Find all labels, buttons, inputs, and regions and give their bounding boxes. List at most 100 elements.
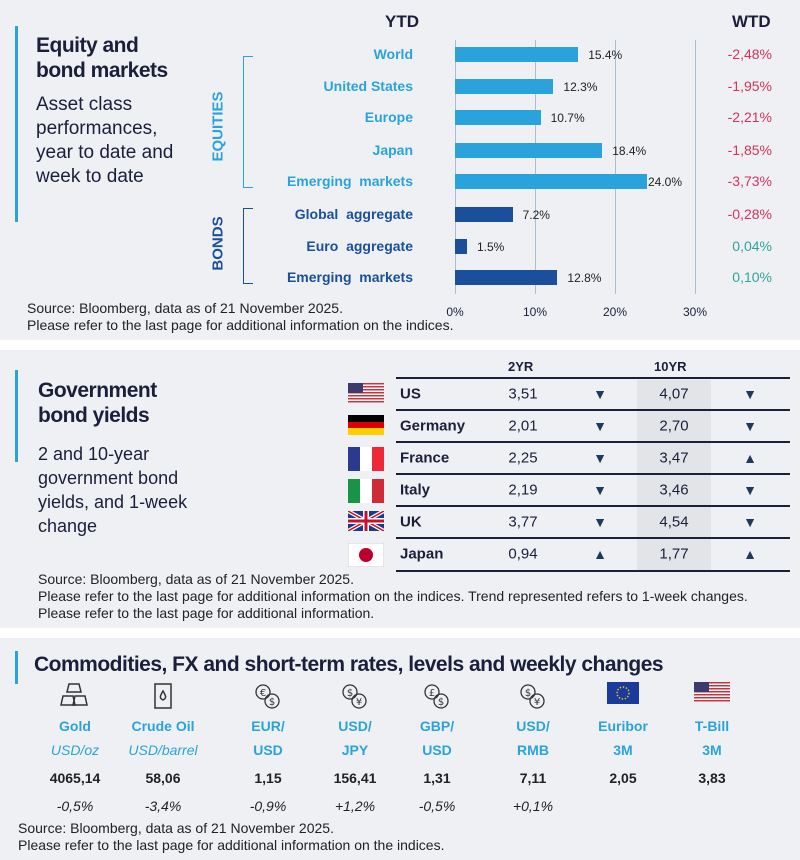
wtd-value: -2,21% [727, 109, 772, 125]
bar [455, 143, 603, 158]
trend-up-icon: ▲ [743, 546, 757, 562]
yield-2yr: 0,94 [508, 545, 538, 563]
table-row: UK 3,77 ▼ 4,54 ▼ [396, 505, 790, 537]
data-label: 12.3% [563, 80, 598, 94]
svg-text:¥: ¥ [534, 697, 540, 708]
wtd-value: -1,95% [727, 78, 772, 94]
commodities-panel: Commodities, FX and short-term rates, le… [0, 638, 800, 860]
source-text: Source: Bloomberg, data as of 21 Novembe… [27, 300, 454, 333]
bar [455, 110, 541, 125]
table-row: Japan 0,94 ▲ 1,77 ▲ [396, 537, 790, 569]
yield-10yr: 1,77 [659, 545, 689, 563]
item-value: 7,11 [519, 770, 547, 786]
item-value: 1,31 [423, 770, 451, 786]
data-label: 7.2% [522, 208, 550, 222]
bar [455, 174, 647, 189]
currency-exchange-icon: $ ¥ [488, 682, 578, 714]
japan-flag-icon [347, 542, 385, 572]
svg-text:¥: ¥ [356, 697, 362, 708]
source-text: Source: Bloomberg, data as of 21 Novembe… [18, 820, 445, 853]
data-label: 1.5% [477, 240, 505, 254]
table-bottom-rule [396, 570, 790, 572]
wtd-value: -2,48% [727, 46, 772, 62]
commodity-item: € $ EUR/ USD 1,15 -0,9% [223, 682, 313, 814]
gridline [455, 40, 456, 294]
yield-2yr: 2,19 [508, 481, 538, 499]
category-label: Japan [372, 142, 413, 158]
data-label: 12.8% [567, 271, 602, 285]
item-unit: USD/barrel [128, 742, 198, 758]
trend-down-icon: ▼ [593, 482, 607, 498]
panel-subtitle: Asset class performances, year to date a… [36, 94, 174, 187]
commodity-item: $ ¥ USD/ RMB 7,11 +0,1% [488, 682, 578, 814]
table-row: France 2,25 ▼ 3,47 ▲ [396, 441, 790, 473]
svg-text:$: $ [525, 688, 531, 699]
country-name: Italy [400, 481, 431, 499]
us-flag-icon [667, 682, 757, 714]
yield-10yr: 3,47 [659, 449, 689, 467]
equity-bond-panel: Equity and bond markets Asset class perf… [0, 0, 800, 340]
item-change: -0,5% [56, 798, 94, 814]
data-label: 15.4% [588, 48, 623, 62]
trend-down-icon: ▼ [593, 418, 607, 434]
table-row: Italy 2,19 ▼ 3,46 ▼ [396, 473, 790, 505]
item-value: 4065,14 [49, 770, 101, 786]
item-unit: USD [422, 742, 452, 758]
item-change: -0,9% [249, 798, 287, 814]
item-unit: JPY [341, 742, 369, 758]
germany-flag-icon [348, 415, 384, 440]
panel-title: Equity and bond markets [36, 34, 168, 82]
panel-subtitle: 2 and 10-year government bond yields, an… [38, 444, 188, 536]
data-label: 10.7% [550, 111, 585, 125]
commodity-item: Euribor 3M 2,05 [578, 682, 668, 798]
wtd-value: -0,28% [727, 206, 772, 222]
country-name: Japan [400, 545, 444, 563]
item-unit: 3M [613, 742, 633, 758]
item-value: 1,15 [254, 770, 282, 786]
bar [455, 47, 579, 62]
commodity-item: £ $ GBP/ USD 1,31 -0,5% [392, 682, 482, 814]
data-label: 18.4% [612, 144, 647, 158]
svg-text:€: € [260, 688, 266, 699]
shaded-10yr-column [637, 380, 711, 572]
wtd-header: WTD [732, 12, 771, 31]
oil-barrel-icon [118, 682, 208, 714]
category-label: United States [323, 78, 413, 94]
category-label: Euro aggregate [306, 238, 413, 254]
wtd-value: 0,10% [732, 269, 772, 285]
country-name: France [400, 449, 450, 467]
svg-text:$: $ [347, 688, 353, 699]
yield-10yr: 4,07 [659, 385, 689, 403]
government-bond-panel: Government bond yields 2 and 10-year gov… [0, 350, 800, 628]
svg-text:$: $ [438, 697, 444, 708]
trend-down-icon: ▼ [743, 386, 757, 402]
category-label: Emerging markets [286, 173, 413, 189]
trend-down-icon: ▼ [593, 514, 607, 530]
gridline [695, 40, 696, 294]
gold-bars-icon [30, 682, 120, 714]
bar [455, 270, 558, 285]
trend-up-icon: ▲ [593, 546, 607, 562]
item-name: T-Bill [694, 718, 730, 734]
accent-bar [15, 26, 18, 222]
item-change: -0,5% [418, 798, 456, 814]
eu-flag-icon [578, 682, 668, 714]
country-name: US [400, 385, 421, 403]
trend-up-icon: ▲ [743, 450, 757, 466]
item-change: +1,2% [334, 798, 376, 814]
currency-exchange-icon: € $ [223, 682, 313, 714]
gridline [535, 40, 536, 294]
wtd-value: 0,04% [732, 238, 772, 254]
yield-2yr: 3,51 [508, 385, 538, 403]
panel-title: Government bond yields [38, 379, 157, 427]
item-unit: RMB [517, 742, 549, 758]
item-value: 3,83 [698, 770, 726, 786]
trend-down-icon: ▼ [743, 514, 757, 530]
gridline [615, 40, 616, 294]
accent-bar [15, 370, 18, 462]
category-label: Global aggregate [294, 206, 413, 222]
item-name: GBP/ [419, 718, 455, 734]
source-text: Source: Bloomberg, data as of 21 Novembe… [38, 571, 748, 621]
svg-text:$: $ [269, 697, 275, 708]
trend-down-icon: ▼ [743, 418, 757, 434]
